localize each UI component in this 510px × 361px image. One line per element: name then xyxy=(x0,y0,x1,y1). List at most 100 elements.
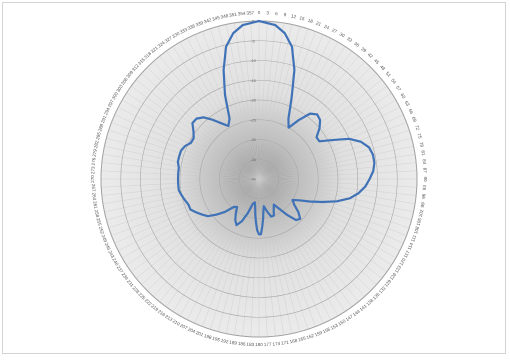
angular-tick-label: 261 xyxy=(92,201,98,210)
angular-tick-label: 75 xyxy=(417,133,423,140)
radial-tick-label: -10 xyxy=(250,58,257,63)
angular-tick-label: 117 xyxy=(403,249,411,258)
angular-tick-label: 168 xyxy=(289,338,298,345)
angular-tick-label: 24 xyxy=(323,24,330,31)
angular-tick-label: 93 xyxy=(422,185,427,191)
angular-tick-label: 51 xyxy=(385,71,392,78)
angular-tick-label: 198 xyxy=(203,333,212,340)
angular-tick-label: 171 xyxy=(281,340,290,346)
angular-tick-label: 267 xyxy=(91,184,96,192)
angular-tick-label: 225 xyxy=(137,292,146,301)
angular-tick-label: 210 xyxy=(172,318,182,326)
angular-tick-label: 60 xyxy=(400,92,407,99)
angular-tick-label: 33 xyxy=(346,36,353,43)
angular-tick-label: 300 xyxy=(111,91,119,101)
angular-tick-label: 153 xyxy=(330,322,339,330)
angular-tick-label: 90 xyxy=(423,176,428,182)
angular-tick-label: 291 xyxy=(100,115,108,124)
chart-frame: 0 3 6 9 12 15 18 21 24 27 30 33 36 39 42 45 48 51 54 57 60 63… xyxy=(2,2,506,354)
angular-tick-label: 315 xyxy=(137,57,146,66)
angular-tick-label: 21 xyxy=(315,21,322,28)
series-line xyxy=(176,19,376,236)
angular-tick-label: 123 xyxy=(394,264,403,274)
angular-tick-label: 114 xyxy=(407,242,415,251)
radial-tick-label: -5 xyxy=(251,38,255,43)
radial-gridline xyxy=(140,60,378,298)
angular-tick-label: 42 xyxy=(367,52,374,59)
angular-tick-label: 294 xyxy=(103,106,111,115)
angular-tick-label: 357 xyxy=(246,10,254,15)
angular-tick-label: 78 xyxy=(419,141,425,147)
angular-tick-label: 105 xyxy=(416,217,423,226)
angular-tick-label: 54 xyxy=(390,78,397,85)
angular-tick-label: 135 xyxy=(372,291,381,300)
angular-tick-label: 330 xyxy=(171,31,181,39)
angular-tick-label: 141 xyxy=(359,303,368,312)
angular-tick-label: 201 xyxy=(195,330,204,338)
angular-tick-label: 240 xyxy=(111,257,119,267)
angular-tick-label: 351 xyxy=(229,12,238,18)
angular-tick-label: 321 xyxy=(150,45,159,54)
angular-tick-label: 138 xyxy=(365,297,374,306)
angular-tick-label: 150 xyxy=(337,318,347,326)
angular-tick-label: 129 xyxy=(383,278,392,287)
angular-tick-label: 342 xyxy=(203,17,212,24)
radial-tick-label: -40 xyxy=(250,177,257,182)
radial-gridline xyxy=(219,139,299,219)
radial-tick-label: -25 xyxy=(250,117,257,122)
angular-tick-label: 186 xyxy=(238,341,247,347)
polar-chart: 0 3 6 9 12 15 18 21 2427303336394245485154576063… xyxy=(90,10,428,347)
angular-tick-label: 249 xyxy=(101,234,109,243)
angular-tick-label: 57 xyxy=(395,85,402,92)
angular-tick-label: 222 xyxy=(144,298,153,307)
angular-tick-label: 297 xyxy=(107,99,115,108)
radial-tick-label: -35 xyxy=(250,157,257,162)
angular-tick-label: 165 xyxy=(298,336,307,343)
angular-tick-label: 156 xyxy=(322,326,331,334)
angular-tick-label: 108 xyxy=(413,225,420,234)
radial-tick-label: 0 xyxy=(252,19,255,24)
angular-tick-label: 309 xyxy=(125,69,134,78)
angular-tick-label: 327 xyxy=(164,35,174,44)
angular-tick-label: 87 xyxy=(422,168,427,174)
angular-tick-label: 45 xyxy=(373,58,380,65)
angular-tick-label: 324 xyxy=(157,40,166,49)
angular-tick-label: 132 xyxy=(378,285,387,294)
radial-gridline xyxy=(159,79,359,279)
angular-tick-label: 333 xyxy=(179,27,188,35)
radial-gridline xyxy=(179,99,339,259)
angular-tick-label: 339 xyxy=(195,20,204,28)
angular-tick-label: 120 xyxy=(398,257,406,267)
angular-tick-label: 348 xyxy=(220,13,229,20)
angular-tick-label: 39 xyxy=(360,46,367,53)
angular-tick-label: 126 xyxy=(389,271,398,280)
angular-tick-label: 36 xyxy=(353,41,360,48)
angular-tick-label: 144 xyxy=(352,309,361,318)
angular-tick-label: 6 xyxy=(275,11,279,16)
angular-tick-label: 213 xyxy=(164,314,174,323)
angular-tick-label: 243 xyxy=(107,250,115,259)
angular-tick-label: 195 xyxy=(212,336,221,343)
angular-tick-label: 192 xyxy=(220,338,229,345)
angular-tick-label: 111 xyxy=(410,234,417,243)
angular-tick-label: 312 xyxy=(131,63,140,72)
radial-tick-label: -30 xyxy=(250,137,257,142)
angular-tick-label: 180 xyxy=(255,342,263,347)
angular-tick-label: 30 xyxy=(339,32,346,39)
radial-tick-label: -15 xyxy=(250,78,257,83)
angular-tick-label: 279 xyxy=(92,148,98,157)
angular-tick-label: 72 xyxy=(414,124,420,131)
angular-tick-label: 0 xyxy=(258,10,261,15)
angular-tick-label: 288 xyxy=(97,123,104,132)
angular-tick-label: 276 xyxy=(91,157,97,166)
angular-tick-label: 174 xyxy=(272,341,281,347)
angular-tick-label: 99 xyxy=(420,202,426,208)
angular-tick-label: 15 xyxy=(299,15,306,21)
angular-tick-label: 27 xyxy=(331,27,338,34)
angular-tick-label: 177 xyxy=(264,342,272,347)
angular-tick-label: 228 xyxy=(131,285,140,294)
angular-tick-label: 69 xyxy=(411,116,418,123)
angular-tick-label: 81 xyxy=(420,150,426,156)
angular-tick-label: 303 xyxy=(115,83,124,93)
angular-tick-label: 96 xyxy=(421,193,427,199)
